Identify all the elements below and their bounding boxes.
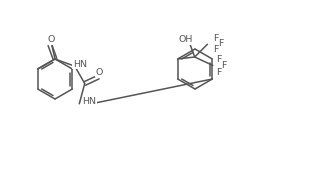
Text: F: F	[213, 45, 218, 54]
Text: F: F	[216, 55, 222, 64]
Text: HN: HN	[73, 60, 87, 69]
Text: F: F	[216, 68, 222, 77]
Text: O: O	[47, 35, 54, 44]
Text: O: O	[96, 68, 103, 77]
Text: F: F	[218, 39, 223, 48]
Text: Cl: Cl	[46, 35, 56, 45]
Text: F: F	[221, 61, 227, 70]
Text: HN: HN	[82, 97, 96, 106]
Text: F: F	[213, 34, 218, 43]
Text: OH: OH	[179, 35, 193, 44]
